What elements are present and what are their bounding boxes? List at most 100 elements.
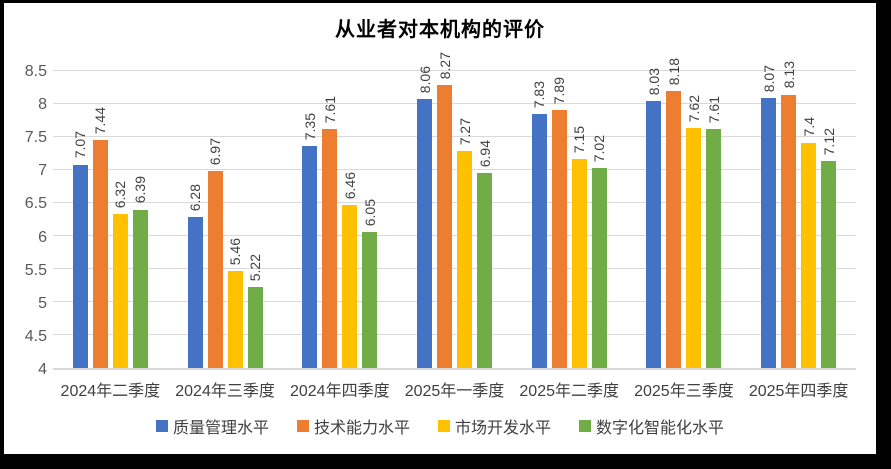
bar-data-label: 7.15 — [571, 126, 588, 154]
bar-data-label: 7.4 — [800, 117, 817, 137]
legend-item: 数字化智能化水平 — [579, 414, 724, 438]
bar-data-label: 8.03 — [645, 67, 662, 96]
chart-title: 从业者对本机构的评价 — [335, 19, 545, 41]
bar — [706, 128, 722, 368]
bar-data-label: 7.61 — [705, 95, 722, 123]
bar — [781, 94, 797, 368]
bar-data-label: 7.02 — [591, 134, 608, 163]
bar-data-label: 7.62 — [685, 95, 702, 123]
bar-data-label: 7.07 — [72, 131, 89, 159]
x-axis-category-label: 2024年三季度 — [175, 383, 275, 400]
bar-data-label: 8.06 — [416, 65, 433, 94]
bar-data-label: 6.97 — [207, 138, 224, 166]
bar-data-label: 6.39 — [132, 176, 149, 204]
bar-data-label: 7.35 — [301, 112, 318, 141]
bar — [302, 146, 318, 368]
y-axis-tick-label: 4 — [38, 361, 47, 378]
x-axis-category-label: 2025年四季度 — [748, 383, 849, 400]
plot-area: 7.07 7.44 6.32 6.39 6.28 6.97 5.46 5.22 7.35 7.61… — [53, 52, 856, 370]
legend-label: 质量管理水平 — [172, 420, 269, 437]
x-axis-category-label: 2024年四季度 — [289, 383, 390, 400]
bar — [92, 140, 108, 368]
chart-area: 从业者对本机构的评价 8.5 8 7.5 7 6.5 6 5.5 5 4.5 4 7.07 7.44… — [4, 3, 876, 454]
bar — [646, 101, 662, 368]
bar-data-label: 7.27 — [456, 118, 473, 146]
legend-swatch-icon — [155, 420, 168, 432]
bar-data-label: 5.22 — [247, 253, 264, 282]
gridline — [53, 135, 856, 137]
y-axis-tick-label: 4.5 — [24, 327, 47, 345]
bar — [112, 214, 128, 368]
legend: 质量管理水平 技术能力水平 市场开发水平 数字化智能化水平 — [4, 414, 876, 438]
bar-data-label: 7.44 — [92, 106, 109, 135]
bar — [417, 99, 432, 368]
legend-label: 技术能力水平 — [313, 420, 410, 437]
legend-label: 市场开发水平 — [455, 420, 552, 437]
y-axis-tick-label: 8 — [38, 96, 47, 114]
bar — [207, 171, 223, 368]
legend-swatch-icon — [438, 420, 450, 432]
gridline — [53, 69, 856, 71]
bar — [322, 128, 338, 368]
gridline — [53, 235, 856, 237]
bar-data-label: 5.46 — [227, 238, 244, 266]
y-axis-tick-label: 8.5 — [24, 63, 47, 80]
bar-data-label: 8.18 — [665, 57, 682, 86]
y-axis: 8.5 8 7.5 7 6.5 6 5.5 5 4.5 4 — [4, 63, 47, 378]
bar — [761, 98, 777, 368]
bar — [437, 85, 452, 368]
gridline — [53, 268, 856, 270]
bar-data-label: 8.13 — [780, 61, 797, 89]
y-axis-tick-label: 5.5 — [24, 261, 47, 279]
bar-data-label: 6.28 — [187, 183, 204, 212]
gridline — [53, 201, 856, 203]
legend-label: 数字化智能化水平 — [596, 420, 725, 437]
y-axis-tick-label: 5 — [38, 294, 47, 312]
y-axis-tick-label: 7 — [38, 162, 47, 180]
bar — [72, 164, 88, 368]
bar — [686, 128, 702, 368]
x-axis: 2024年二季度 2024年三季度 2024年四季度 2025年一季度 2025年二季度… — [53, 377, 856, 401]
x-axis-category-label: 2025年一季度 — [404, 383, 505, 400]
y-axis-tick-label: 7.5 — [24, 129, 47, 147]
gridline — [53, 301, 856, 303]
bar-data-label: 6.32 — [112, 181, 129, 209]
bar-data-label: 8.07 — [760, 65, 777, 93]
bar-data-label: 6.94 — [476, 140, 493, 168]
x-axis-category-label: 2025年三季度 — [634, 383, 734, 400]
bar — [362, 232, 378, 368]
bar — [342, 205, 358, 368]
bar-data-label: 7.61 — [321, 95, 338, 123]
bar-data-label: 7.89 — [551, 77, 568, 105]
bar — [227, 271, 243, 368]
bar — [477, 173, 492, 368]
legend-item: 技术能力水平 — [296, 414, 410, 438]
y-axis-tick-label: 6 — [38, 228, 47, 246]
bar-data-label: 8.27 — [436, 51, 453, 80]
legend-swatch-icon — [296, 420, 309, 432]
legend-item: 市场开发水平 — [438, 414, 551, 438]
bar — [821, 161, 837, 368]
bar — [801, 142, 817, 368]
bar — [247, 287, 263, 368]
bar-data-label: 7.12 — [820, 128, 837, 156]
y-axis-tick-label: 6.5 — [24, 195, 47, 213]
bar — [187, 217, 203, 368]
bar — [591, 168, 607, 368]
bar — [571, 159, 587, 368]
bar-data-label: 7.83 — [531, 81, 548, 109]
bar-data-label: 6.05 — [361, 199, 378, 227]
bar — [457, 151, 472, 368]
gridline — [53, 168, 856, 170]
gridline — [53, 102, 856, 104]
x-axis-category-label: 2024年二季度 — [60, 383, 161, 400]
bar — [531, 114, 547, 368]
gridline — [53, 334, 856, 336]
bar — [132, 209, 148, 368]
bar-data-label: 6.46 — [341, 171, 358, 200]
legend-swatch-icon — [579, 420, 592, 432]
bar — [666, 91, 682, 368]
legend-item: 质量管理水平 — [155, 414, 269, 438]
x-axis-category-label: 2025年二季度 — [519, 383, 619, 400]
